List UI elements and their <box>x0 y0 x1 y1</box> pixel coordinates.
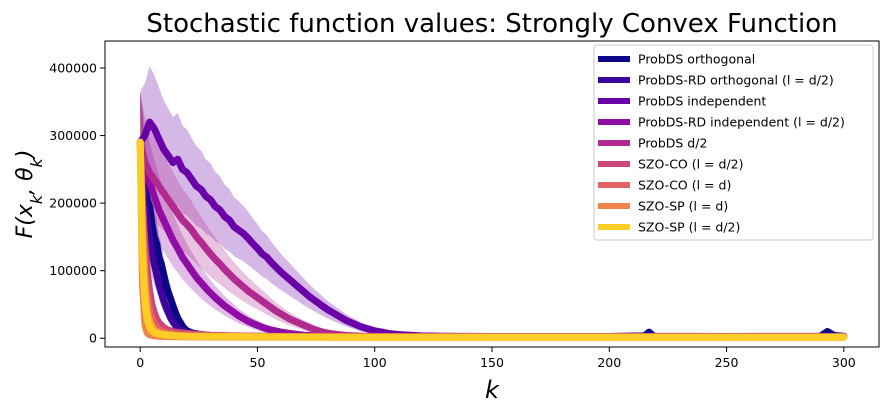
legend-label: SZO-SP (l = d) <box>638 199 728 214</box>
y-axis-label: F(xk, θk) <box>13 150 46 239</box>
x-axis: 0 50 100 150 200 250 300 <box>136 347 856 370</box>
series-line-4 <box>136 138 848 340</box>
y-tick-label: 0 <box>89 331 97 346</box>
legend-label: ProbDS independent <box>638 94 766 109</box>
x-axis-label: k <box>485 376 500 404</box>
x-tick-label: 250 <box>715 355 739 370</box>
y-tick-label: 400000 <box>49 61 97 76</box>
x-tick-label: 0 <box>136 355 144 370</box>
legend-label: SZO-SP (l = d/2) <box>638 220 740 235</box>
x-tick-label: 100 <box>363 355 387 370</box>
y-tick-label: 300000 <box>49 128 97 143</box>
legend-label: ProbDS d/2 <box>638 136 707 151</box>
x-tick-label: 200 <box>597 355 621 370</box>
x-tick-label: 300 <box>832 355 856 370</box>
legend-label: ProbDS-RD independent (l = d/2) <box>638 115 845 130</box>
y-tick-label: 200000 <box>49 196 97 211</box>
legend-label: ProbDS-RD orthogonal (l = d/2) <box>638 73 834 88</box>
x-tick-label: 50 <box>250 355 266 370</box>
series-line-0 <box>136 138 848 341</box>
series-layer <box>136 66 848 341</box>
legend-box <box>593 44 874 241</box>
chart-title: Stochastic function values: Strongly Con… <box>146 9 837 39</box>
legend-label: SZO-CO (l = d) <box>638 178 731 193</box>
x-tick-label: 150 <box>480 355 504 370</box>
legend-label: ProbDS orthogonal <box>638 52 755 67</box>
series-line-9 <box>136 138 848 341</box>
legend-label: SZO-CO (l = d/2) <box>638 157 743 172</box>
y-axis: 0 100000 200000 300000 400000 <box>49 61 105 346</box>
series-line-2 <box>136 118 848 340</box>
y-tick-label: 100000 <box>49 263 97 278</box>
legend: ProbDS orthogonal ProbDS-RD orthogonal (l… <box>593 44 874 241</box>
